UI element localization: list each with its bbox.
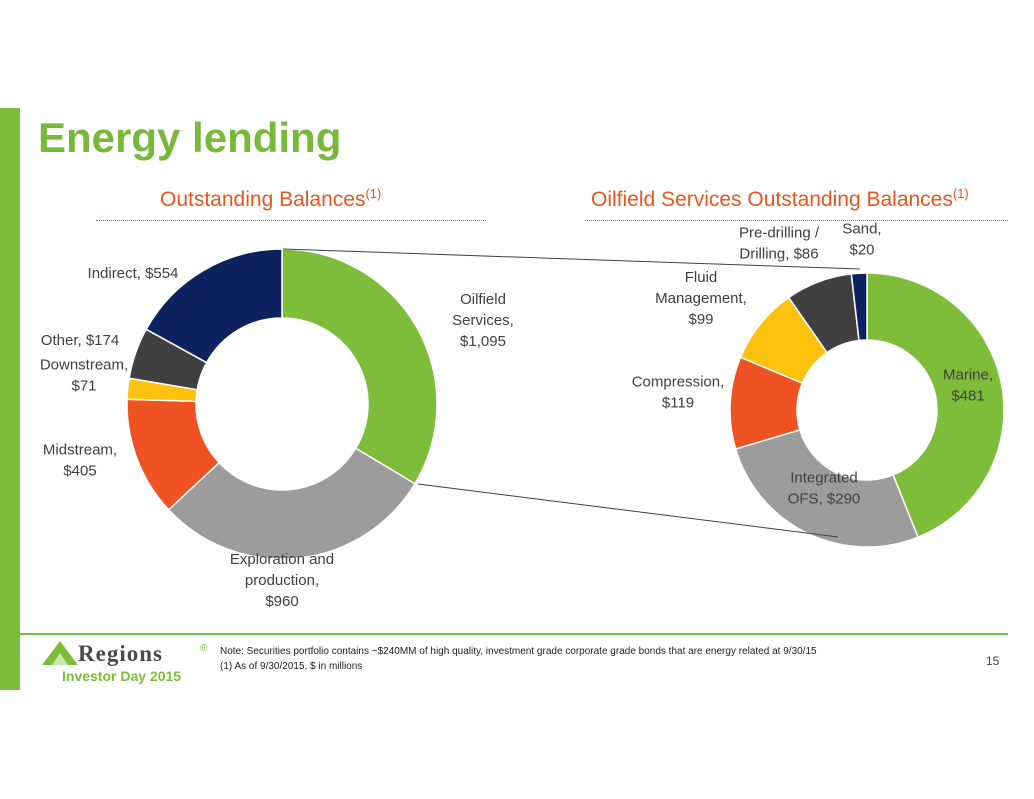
ofs-slice-sand bbox=[850, 272, 868, 342]
portfolio-label-other: Other, $174 bbox=[41, 332, 119, 349]
footnote-block: Note: Securities portfolio contains ~$24… bbox=[220, 644, 817, 674]
portfolio-label-exploration-and-production: Exploration and production, $960 bbox=[230, 551, 334, 610]
footnote-marker-right: (1) bbox=[952, 186, 969, 201]
ofs-slice-marine bbox=[866, 272, 1005, 539]
ofs-label-compression: Compression, $119 bbox=[632, 374, 725, 412]
page-title: Energy lending bbox=[38, 114, 342, 161]
portfolio-label-oilfield-services: Oilfield Services, $1,095 bbox=[452, 291, 514, 350]
ofs-slice-integrated-ofs bbox=[734, 428, 919, 548]
page-number: 15 bbox=[986, 654, 1000, 668]
event-label: Investor Day 2015 bbox=[62, 668, 182, 684]
ofs-label-integrated-ofs: Integrated OFS, $290 bbox=[788, 470, 861, 508]
portfolio-slice-indirect bbox=[145, 248, 283, 364]
energy-lending-charts: Oilfield Services, $1,095 Exploration and pr… bbox=[40, 221, 1005, 610]
ofs-label-fluid-management: Fluid Management, $99 bbox=[655, 269, 747, 328]
connector-line-bottom bbox=[417, 483, 839, 538]
subtitle-right-rule bbox=[585, 220, 1008, 221]
portfolio-label-indirect: Indirect, $554 bbox=[88, 265, 179, 282]
ofs-label-marine: Marine, $481 bbox=[943, 367, 993, 405]
subtitle-left: Outstanding Balances(1) bbox=[160, 186, 381, 212]
portfolio-slice-exploration-and-production bbox=[167, 447, 416, 560]
accent-bar bbox=[0, 108, 20, 690]
footer-rule bbox=[20, 633, 1008, 635]
regions-logo-icon bbox=[42, 641, 78, 665]
ofs-label-sand: Sand, $20 bbox=[842, 221, 881, 259]
regions-logo-text: Regions bbox=[78, 641, 163, 666]
subtitle-left-text: Outstanding Balances bbox=[160, 188, 366, 211]
subtitle-right-text: Oilfield Services Outstanding Balances bbox=[591, 188, 953, 211]
connector-line-top bbox=[282, 248, 861, 270]
portfolio-label-midstream: Midstream, $405 bbox=[43, 442, 117, 480]
footnote-marker-left: (1) bbox=[365, 186, 382, 201]
note-line-2: (1) As of 9/30/2015, $ in millions bbox=[220, 661, 363, 672]
portfolio-slice-oilfield-services bbox=[281, 248, 438, 485]
portfolio-label-downstream: Downstream, $71 bbox=[40, 357, 128, 395]
subtitle-left-rule bbox=[96, 220, 486, 221]
registered-mark: ® bbox=[200, 643, 208, 654]
subtitle-right: Oilfield Services Outstanding Balances(1… bbox=[591, 186, 969, 212]
note-line-1: Note: Securities portfolio contains ~$24… bbox=[220, 646, 817, 657]
ofs-label-pre-drilling-drilling: Pre-drilling / Drilling, $86 bbox=[739, 225, 820, 263]
